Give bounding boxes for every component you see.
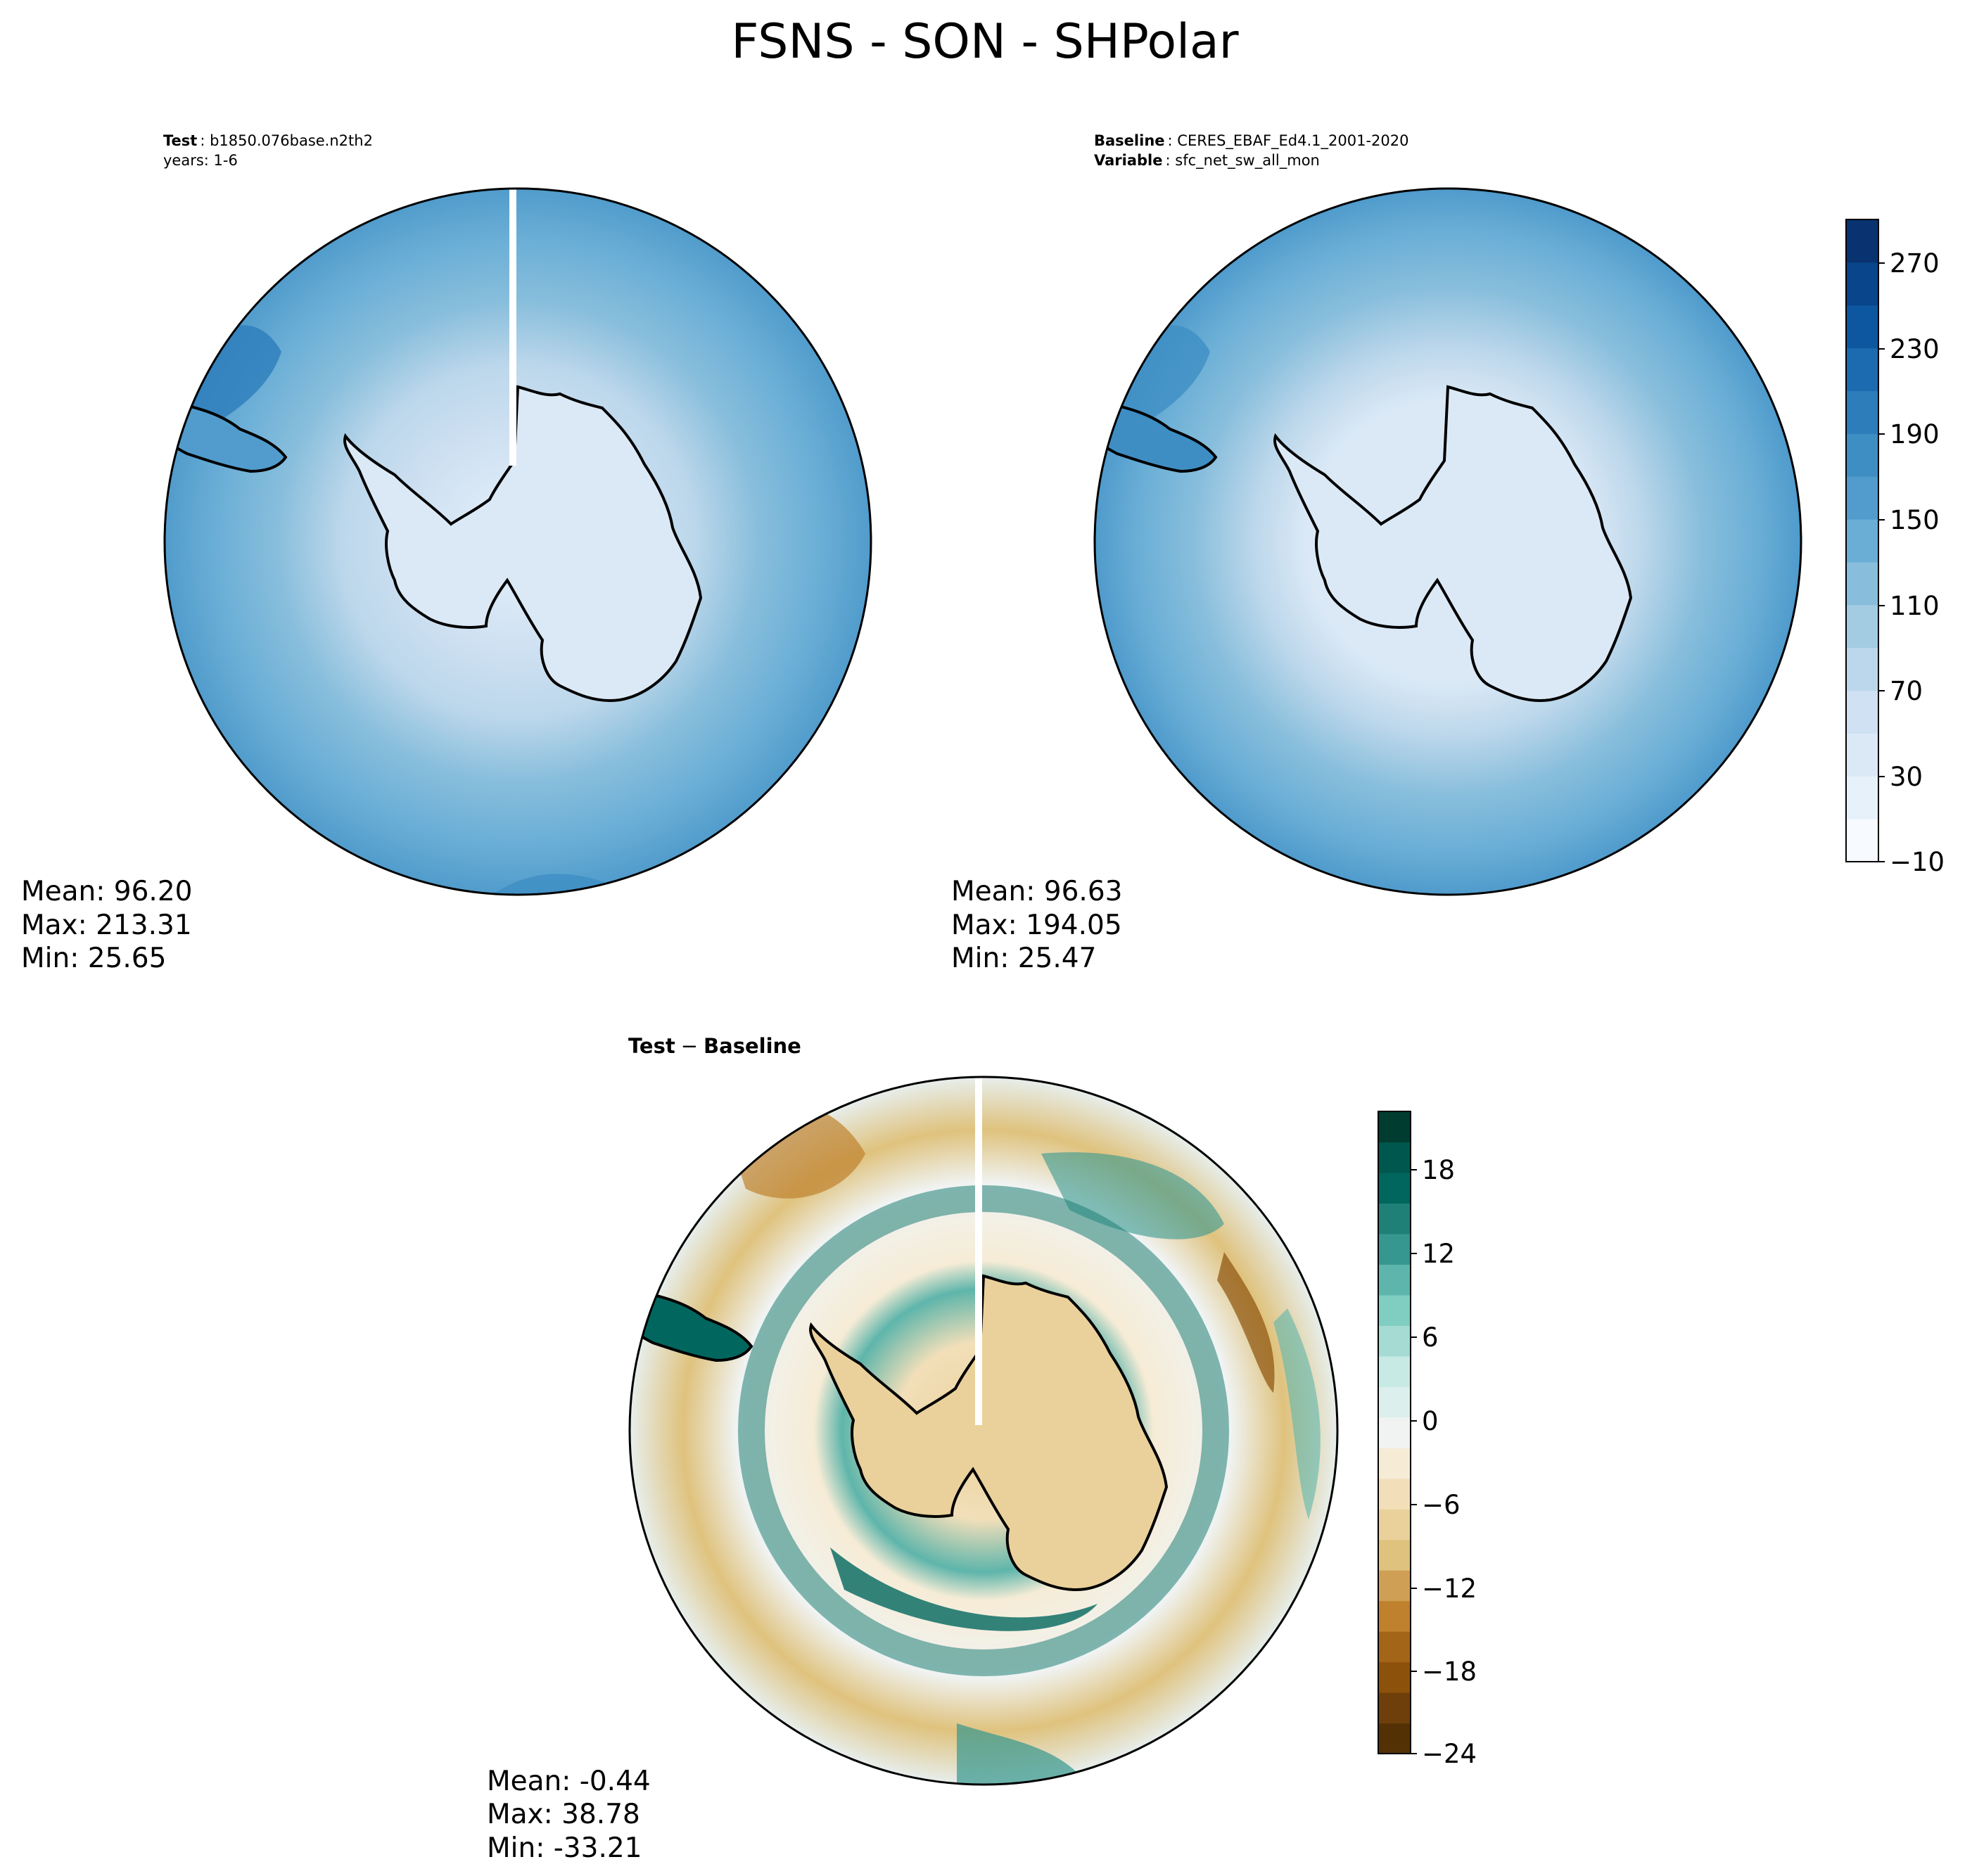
diff-colorbar-segment	[1378, 1509, 1411, 1540]
diff-colorbar-tick-label: −6	[1422, 1490, 1461, 1520]
main-colorbar-segment	[1846, 819, 1878, 862]
main-colorbar-tick-label: 110	[1890, 591, 1940, 621]
diff-colorbar-segment	[1378, 1142, 1411, 1173]
baseline-dataset-name: CERES_EBAF_Ed4.1_2001-2020	[1177, 132, 1408, 150]
test-polar-map	[165, 189, 871, 895]
diff-colorbar-segment	[1378, 1294, 1411, 1326]
main-colorbar-segment	[1846, 433, 1878, 477]
diff-colorbar-segment	[1378, 1478, 1411, 1510]
main-colorbar-segment	[1846, 305, 1878, 349]
main-colorbar-tick-label: 230	[1890, 334, 1940, 364]
diff-colorbar-segment	[1378, 1264, 1411, 1296]
baseline-key: Baseline	[1094, 132, 1165, 149]
diff-colorbar: 18 12 6 0 −6 −12 −18 −24	[1378, 1111, 1477, 1769]
baseline-panel: Baseline: CERES_EBAF_Ed4.1_2001-2020 Var…	[951, 132, 1802, 974]
main-colorbar-tick-label: 70	[1890, 676, 1923, 706]
main-colorbar-segment	[1846, 776, 1878, 819]
figure-title: FSNS - SON - SHPolar	[731, 14, 1238, 70]
diff-colorbar-tick-label: 18	[1422, 1155, 1455, 1185]
diff-colorbar-segment	[1378, 1661, 1411, 1693]
diff-colorbar-segment	[1378, 1448, 1411, 1479]
test-min: Min: 25.65	[21, 943, 166, 974]
test-panel: Test: b1850.076base.n2th2 years: 1-6 Mea…	[21, 132, 872, 974]
diff-panel: Test − Baseline Mean: -0.44 Max: 38.78 Min…	[487, 1034, 1339, 1864]
main-colorbar-segment	[1846, 519, 1878, 563]
diff-colorbar-tick-label: −24	[1422, 1739, 1477, 1769]
diff-colorbar-segment	[1378, 1723, 1411, 1754]
main-colorbar-segment	[1846, 347, 1878, 392]
diff-colorbar-segment	[1378, 1692, 1411, 1724]
baseline-header-line1: Baseline: CERES_EBAF_Ed4.1_2001-2020	[1094, 132, 1408, 150]
main-colorbar-segment	[1846, 262, 1878, 306]
baseline-map-boundary	[1093, 187, 1802, 896]
main-colorbar-tick-label: −10	[1890, 847, 1945, 877]
diff-colorbar-segment	[1378, 1570, 1411, 1602]
baseline-mean: Mean: 96.63	[951, 876, 1122, 907]
main-colorbar-tick-label: 30	[1890, 762, 1923, 792]
test-years: years: 1-6	[163, 152, 238, 169]
diff-colorbar-segment	[1378, 1600, 1411, 1632]
baseline-header-line2: Variable: sfc_net_sw_all_mon	[1094, 152, 1320, 170]
main-colorbar-segment	[1846, 690, 1878, 734]
main-colorbar-segment	[1846, 390, 1878, 434]
main-colorbar-tick-label: 150	[1890, 505, 1940, 535]
test-missing-data-seam	[509, 189, 516, 466]
main-colorbar-segment	[1846, 476, 1878, 520]
main-colorbar-segment	[1846, 561, 1878, 606]
baseline-polar-map	[1095, 189, 1801, 895]
test-case-name: b1850.076base.n2th2	[210, 132, 373, 149]
diff-header: Test − Baseline	[628, 1034, 801, 1058]
baseline-min: Min: 25.47	[951, 943, 1096, 974]
diff-colorbar-tick-label: −18	[1422, 1657, 1477, 1687]
main-colorbar-segment	[1846, 604, 1878, 649]
test-map-boundary	[163, 187, 872, 896]
diff-colorbar-segment	[1378, 1386, 1411, 1418]
diff-colorbar-tick-label: 6	[1422, 1322, 1439, 1353]
diff-max: Max: 38.78	[487, 1799, 640, 1830]
diff-min: Min: -33.21	[487, 1832, 642, 1864]
diff-colorbar-segment	[1378, 1539, 1411, 1571]
variable-key: Variable	[1094, 152, 1162, 169]
main-colorbar: 270 230 190 150 110 70 30 −10	[1845, 219, 1945, 877]
diff-colorbar-segment	[1378, 1417, 1411, 1448]
diff-separator: −	[681, 1034, 698, 1058]
test-max: Max: 213.31	[21, 910, 192, 941]
diff-colorbar-segment	[1378, 1172, 1411, 1204]
main-colorbar-tick-label: 270	[1890, 248, 1940, 279]
main-colorbar-segment	[1846, 647, 1878, 691]
diff-colorbar-segment	[1378, 1203, 1411, 1234]
main-colorbar-segment	[1846, 733, 1878, 777]
diff-baseline-key: Baseline	[704, 1034, 801, 1058]
diff-colorbar-segment	[1378, 1325, 1411, 1357]
diff-colorbar-tick-label: 12	[1422, 1239, 1455, 1269]
diff-polar-map	[630, 1077, 1337, 1785]
diff-colorbar-segment	[1378, 1355, 1411, 1387]
diff-colorbar-segment	[1378, 1233, 1411, 1265]
diff-missing-data-seam	[975, 1077, 982, 1425]
main-colorbar-segment	[1846, 219, 1878, 263]
diff-colorbar-tick-label: −12	[1422, 1574, 1477, 1604]
diff-colorbar-segment	[1378, 1631, 1411, 1663]
diff-colorbar-segment	[1378, 1111, 1411, 1143]
diff-mean: Mean: -0.44	[487, 1766, 651, 1797]
diff-colorbar-border	[1378, 1111, 1411, 1754]
test-header-line1: Test: b1850.076base.n2th2	[163, 132, 373, 149]
test-key: Test	[163, 132, 197, 149]
diff-colorbar-tick-label: 0	[1422, 1406, 1439, 1436]
baseline-max: Max: 194.05	[951, 910, 1122, 941]
main-colorbar-tick-label: 190	[1890, 419, 1940, 449]
test-mean: Mean: 96.20	[21, 876, 192, 907]
diff-test-key: Test	[628, 1034, 675, 1058]
variable-name: sfc_net_sw_all_mon	[1175, 152, 1320, 170]
diff-map-boundary	[628, 1076, 1339, 1786]
main-colorbar-border	[1845, 219, 1879, 862]
